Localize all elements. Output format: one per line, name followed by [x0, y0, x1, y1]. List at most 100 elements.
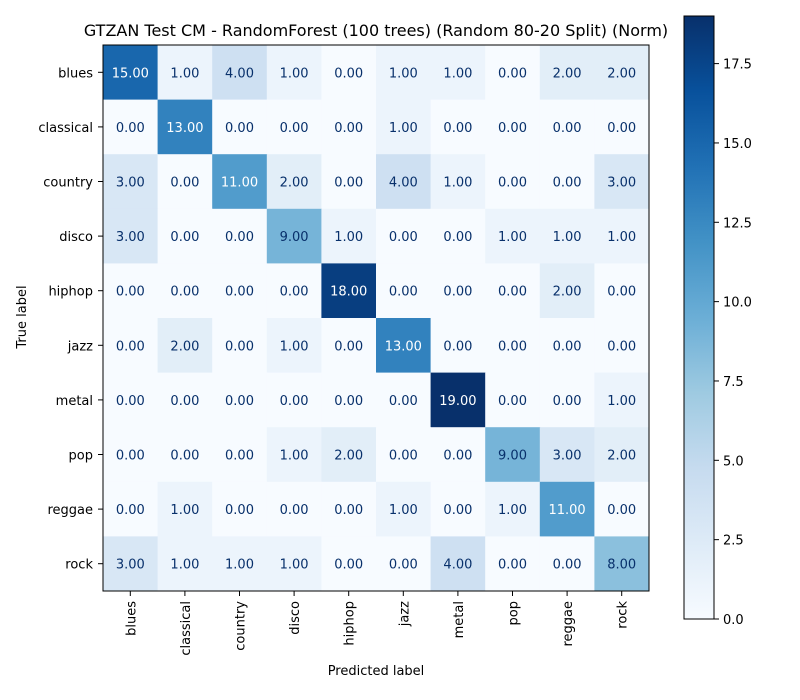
cell-value-label: 0.00 [225, 503, 254, 518]
cell-value-label: 2.00 [607, 66, 636, 81]
heatmap-cell [376, 45, 432, 101]
cell-value-label: 9.00 [498, 449, 527, 464]
cell-value-label: 8.00 [607, 558, 636, 573]
cell-value-label: 1.00 [607, 230, 636, 245]
cell-value-label: 3.00 [553, 449, 582, 464]
cell-value-label: 0.00 [607, 503, 636, 518]
cell-value-label: 0.00 [498, 121, 527, 136]
heatmap-cell [594, 45, 650, 101]
cell-value-label: 1.00 [170, 558, 199, 573]
cell-value-label: 0.00 [116, 285, 145, 300]
colorbar-tick-label: 10.0 [723, 296, 752, 311]
heatmap-cell [594, 481, 650, 537]
cell-value-label: 3.00 [116, 558, 145, 573]
cell-value-label: 0.00 [607, 339, 636, 354]
cell-value-label: 0.00 [334, 121, 363, 136]
cell-value-label: 0.00 [498, 558, 527, 573]
cell-value-label: 0.00 [553, 176, 582, 191]
cell-value-label: 13.00 [385, 339, 422, 354]
cell-value-label: 0.00 [225, 230, 254, 245]
heatmap-cell [485, 536, 541, 592]
heatmap-cell [266, 99, 322, 155]
cell-value-label: 0.00 [170, 394, 199, 409]
cell-value-label: 3.00 [116, 230, 145, 245]
x-tick-label: disco [288, 601, 303, 635]
heatmap-cell [266, 536, 322, 592]
y-tick-label: hiphop [48, 285, 93, 300]
x-tick-label: metal [452, 601, 467, 638]
x-tick-label: jazz [397, 601, 412, 627]
cell-value-label: 0.00 [607, 121, 636, 136]
cell-value-label: 0.00 [498, 285, 527, 300]
heatmap-cell [212, 154, 268, 210]
cell-value-label: 0.00 [498, 339, 527, 354]
heatmap-cell [485, 99, 541, 155]
cell-value-label: 0.00 [334, 558, 363, 573]
x-axis-ticks: blues classical country disco hiphop jazz meta… [124, 591, 631, 656]
cell-value-label: 0.00 [389, 558, 418, 573]
heatmap-cell [212, 481, 268, 537]
heatmap-cell [430, 427, 486, 483]
x-tick-label: pop [507, 601, 522, 625]
cell-value-label: 0.00 [170, 176, 199, 191]
cell-value-label: 2.00 [553, 66, 582, 81]
cell-value-label: 0.00 [116, 503, 145, 518]
plot-frame [102, 44, 650, 592]
heatmap-cell [103, 45, 159, 101]
heatmap-cell [430, 45, 486, 101]
cell-value-label: 9.00 [280, 230, 309, 245]
cell-value-label: 0.00 [553, 558, 582, 573]
cell-value-label: 0.00 [389, 230, 418, 245]
cell-value-label: 3.00 [116, 176, 145, 191]
heatmap-cell [212, 45, 268, 101]
cell-value-label: 11.00 [548, 503, 585, 518]
heatmap-cell [103, 263, 159, 319]
heatmap-cell [430, 263, 486, 319]
cell-value-label: 0.00 [170, 449, 199, 464]
cell-value-label: 4.00 [389, 176, 418, 191]
heatmap-cell [266, 45, 322, 101]
heatmap-cell [212, 263, 268, 319]
cell-value-label: 0.00 [389, 285, 418, 300]
x-tick-label: reggae [561, 601, 576, 647]
cell-value-label: 1.00 [225, 558, 254, 573]
heatmap-cell [539, 99, 595, 155]
cell-value-label: 0.00 [553, 339, 582, 354]
y-axis-label: True label [15, 285, 30, 349]
cell-value-label: 0.00 [116, 394, 145, 409]
cell-value-label: 0.00 [334, 394, 363, 409]
heatmap-cell [157, 208, 213, 264]
cell-value-label: 0.00 [280, 394, 309, 409]
cell-value-label: 1.00 [389, 503, 418, 518]
heatmap-cell [539, 45, 595, 101]
heatmap-cell [266, 372, 322, 428]
heatmap-cell [376, 99, 432, 155]
cell-value-label: 0.00 [443, 285, 472, 300]
heatmap-cell [321, 154, 377, 210]
heatmap-cell [103, 99, 159, 155]
cell-value-label: 1.00 [334, 230, 363, 245]
heatmap-cell [539, 318, 595, 374]
heatmap-cell [321, 208, 377, 264]
cell-value-label: 0.00 [334, 339, 363, 354]
cell-value-label: 4.00 [443, 558, 472, 573]
heatmap-cell [539, 208, 595, 264]
heatmap-cell [376, 263, 432, 319]
cell-value-label: 4.00 [225, 66, 254, 81]
cell-value-label: 0.00 [334, 503, 363, 518]
heatmap-cell [485, 263, 541, 319]
heatmap-cell [157, 372, 213, 428]
y-tick-label: classical [38, 121, 93, 136]
heatmap-cell [485, 372, 541, 428]
heatmap-cell [430, 372, 486, 428]
cell-value-label: 1.00 [498, 503, 527, 518]
cell-value-label: 0.00 [553, 394, 582, 409]
heatmap-cell [321, 536, 377, 592]
heatmap-cell [321, 318, 377, 374]
heatmap-cell [376, 427, 432, 483]
cell-value-label: 2.00 [280, 176, 309, 191]
heatmap-cell [430, 208, 486, 264]
chart-title: GTZAN Test CM - RandomForest (100 trees)… [84, 21, 668, 40]
heatmap-cell [321, 372, 377, 428]
heatmap-cell [376, 154, 432, 210]
